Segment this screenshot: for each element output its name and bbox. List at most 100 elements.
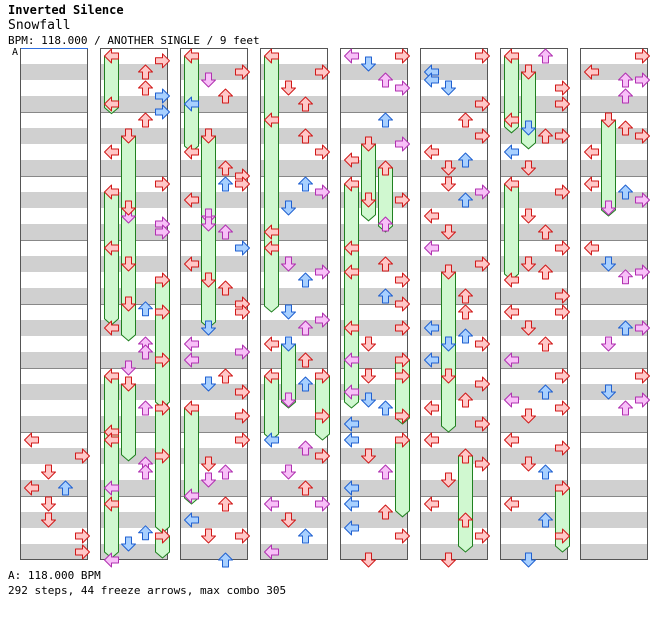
step-arrow (441, 224, 456, 240)
step-arrow (538, 464, 553, 480)
step-arrow (155, 88, 170, 104)
step-arrow (155, 224, 170, 240)
beat-stripe (20, 288, 88, 304)
beat-stripe (500, 480, 568, 496)
step-arrow (184, 48, 199, 64)
freeze-arrow (201, 135, 216, 329)
beat-stripe (580, 480, 648, 496)
step-arrow (475, 256, 490, 272)
beat-stripe (20, 224, 88, 240)
step-arrow (298, 352, 313, 368)
step-arrow (395, 48, 410, 64)
step-arrow (298, 176, 313, 192)
step-arrow (395, 296, 410, 312)
step-arrow (184, 192, 199, 208)
step-arrow (201, 128, 216, 144)
step-arrow (601, 112, 616, 128)
step-arrow (441, 80, 456, 96)
beat-stripe (420, 128, 488, 144)
step-arrow (521, 120, 536, 136)
step-arrow (361, 56, 376, 72)
step-arrow (104, 432, 119, 448)
beat-stripe (100, 352, 168, 368)
step-arrow (218, 464, 233, 480)
beat-stripe (580, 64, 648, 80)
step-arrow (361, 552, 376, 568)
step-arrow (395, 136, 410, 152)
step-arrow (538, 224, 553, 240)
step-arrow (218, 280, 233, 296)
step-arrow (458, 112, 473, 128)
step-arrow (264, 240, 279, 256)
freeze-arrow (361, 143, 376, 222)
step-arrow (315, 312, 330, 328)
step-arrow (104, 320, 119, 336)
step-arrow (281, 336, 296, 352)
freeze-arrow (104, 503, 119, 559)
step-arrow (378, 256, 393, 272)
step-arrow (281, 80, 296, 96)
step-arrow (315, 368, 330, 384)
step-arrow (458, 512, 473, 528)
beat-stripe (500, 288, 568, 304)
step-arrow (395, 272, 410, 288)
step-arrow (441, 368, 456, 384)
step-arrow (344, 48, 359, 64)
beat-stripe (20, 352, 88, 368)
step-arrow (58, 480, 73, 496)
step-arrow (555, 80, 570, 96)
freeze-arrow (458, 455, 473, 553)
step-arrow (584, 240, 599, 256)
step-arrow (618, 72, 633, 88)
beat-stripe (20, 64, 88, 80)
beat-stripe (580, 544, 648, 560)
step-arrow (378, 72, 393, 88)
beat-stripe (20, 416, 88, 432)
step-arrow (281, 512, 296, 528)
step-arrow (218, 368, 233, 384)
step-arrow (104, 240, 119, 256)
step-arrow (538, 128, 553, 144)
step-arrow (395, 368, 410, 384)
step-arrow (601, 384, 616, 400)
step-arrow (41, 464, 56, 480)
step-arrow (378, 160, 393, 176)
step-arrow (138, 525, 153, 541)
step-arrow (555, 240, 570, 256)
step-arrow (201, 472, 216, 488)
step-arrow (315, 408, 330, 424)
step-arrow (378, 216, 393, 232)
step-arrow (264, 48, 279, 64)
step-arrow (601, 336, 616, 352)
step-arrow (441, 336, 456, 352)
beat-stripe (180, 352, 248, 368)
step-arrow (441, 552, 456, 568)
step-arrow (424, 400, 439, 416)
step-arrow (264, 336, 279, 352)
beat-stripe (20, 192, 88, 208)
step-arrow (555, 368, 570, 384)
step-arrow (504, 272, 519, 288)
step-arrow (538, 48, 553, 64)
step-arrow (441, 176, 456, 192)
step-arrow (298, 528, 313, 544)
beat-stripe (500, 512, 568, 528)
beat-stripe (580, 320, 648, 336)
beat-stripe (580, 512, 648, 528)
step-arrow (235, 384, 250, 400)
beat-stripe (260, 480, 328, 496)
step-arrow (504, 432, 519, 448)
beat-stripe (340, 480, 408, 496)
step-arrow (361, 392, 376, 408)
beat-stripe (500, 416, 568, 432)
step-arrow (555, 480, 570, 496)
step-arrow (618, 320, 633, 336)
step-arrow (104, 96, 119, 112)
step-arrow (201, 320, 216, 336)
step-arrow (104, 368, 119, 384)
step-arrow (201, 272, 216, 288)
step-arrow (138, 301, 153, 317)
step-arrow (635, 192, 650, 208)
step-arrow (344, 152, 359, 168)
